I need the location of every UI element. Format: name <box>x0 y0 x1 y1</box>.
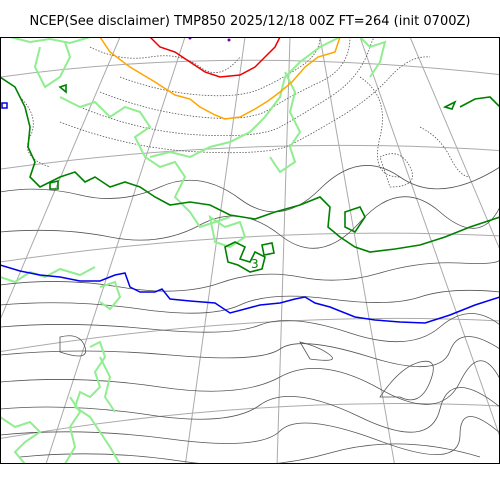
isotherm-line <box>379 153 413 188</box>
meridian-line <box>184 37 246 464</box>
isotherm-line <box>58 83 67 94</box>
meridian-line <box>359 37 500 438</box>
isotherm-line <box>299 341 333 361</box>
isotherm-line <box>79 37 400 137</box>
isotherm-line <box>224 241 266 273</box>
isotherm-red <box>149 37 281 78</box>
isotherm-line <box>208 214 247 249</box>
isotherm-line <box>59 56 431 154</box>
map-title: NCEP(See disclaimer) TMP850 2025/12/18 0… <box>29 14 471 29</box>
isotherm-line <box>344 206 366 234</box>
isotherm-line <box>59 96 231 229</box>
isotherm-line <box>99 280 122 311</box>
contour-label: 3 <box>251 257 259 271</box>
isotherm-line <box>59 335 87 357</box>
isotherms-thin <box>0 165 500 464</box>
meridian-line <box>319 37 395 464</box>
isotherm-line <box>0 76 500 253</box>
isotherm-green <box>0 76 500 273</box>
isotherm-blue <box>0 102 500 324</box>
isotherm-line <box>0 289 500 314</box>
isotherm-line <box>359 37 387 78</box>
isotherm-line <box>1 102 8 109</box>
isotherm-line <box>0 336 500 367</box>
isotherm-orange <box>99 37 341 120</box>
isotherm-line <box>0 264 500 324</box>
isotherm-line <box>99 37 351 119</box>
isotherm-line <box>0 196 500 249</box>
isotherm-line <box>261 242 275 256</box>
meridian-line <box>0 37 121 322</box>
isotherm-line <box>149 37 341 159</box>
isotherm-line <box>0 416 42 464</box>
map-marker <box>227 38 231 42</box>
isotherm-line <box>33 41 72 89</box>
isotherm-line <box>149 37 281 78</box>
meridian-line <box>276 37 291 464</box>
isotherm-line <box>442 100 457 110</box>
isotherm-line <box>0 313 500 343</box>
latitude-line <box>0 144 500 170</box>
isotherm-line <box>19 443 481 464</box>
isotherm-line <box>89 46 241 74</box>
isotherm-line <box>99 356 116 413</box>
meridian-lines <box>0 37 500 464</box>
isotherm-line <box>419 126 471 178</box>
meridian-line <box>45 37 186 464</box>
isotherm-line <box>0 416 500 456</box>
weather-map: 3 <box>0 37 500 464</box>
isotherm-line <box>9 37 91 45</box>
isotherm-line <box>0 266 96 284</box>
map-background <box>0 37 500 464</box>
isotherm-line <box>0 165 500 213</box>
meridian-line <box>409 37 500 252</box>
isotherm-light-green <box>0 37 387 464</box>
isotherm-line <box>99 37 341 120</box>
isotherms-dotted <box>19 37 471 188</box>
isotherm-line <box>459 96 500 108</box>
isotherm-line <box>379 360 434 401</box>
latitude-line <box>0 232 500 263</box>
isotherm-line <box>0 258 500 292</box>
isotherm-line <box>49 179 59 190</box>
isotherm-line <box>0 360 500 405</box>
latitude-line <box>0 317 500 353</box>
isotherm-line <box>269 71 302 174</box>
isotherm-line <box>73 340 121 464</box>
isotherm-line <box>359 76 401 178</box>
isotherm-line <box>64 396 82 464</box>
latitude-line <box>0 59 500 78</box>
